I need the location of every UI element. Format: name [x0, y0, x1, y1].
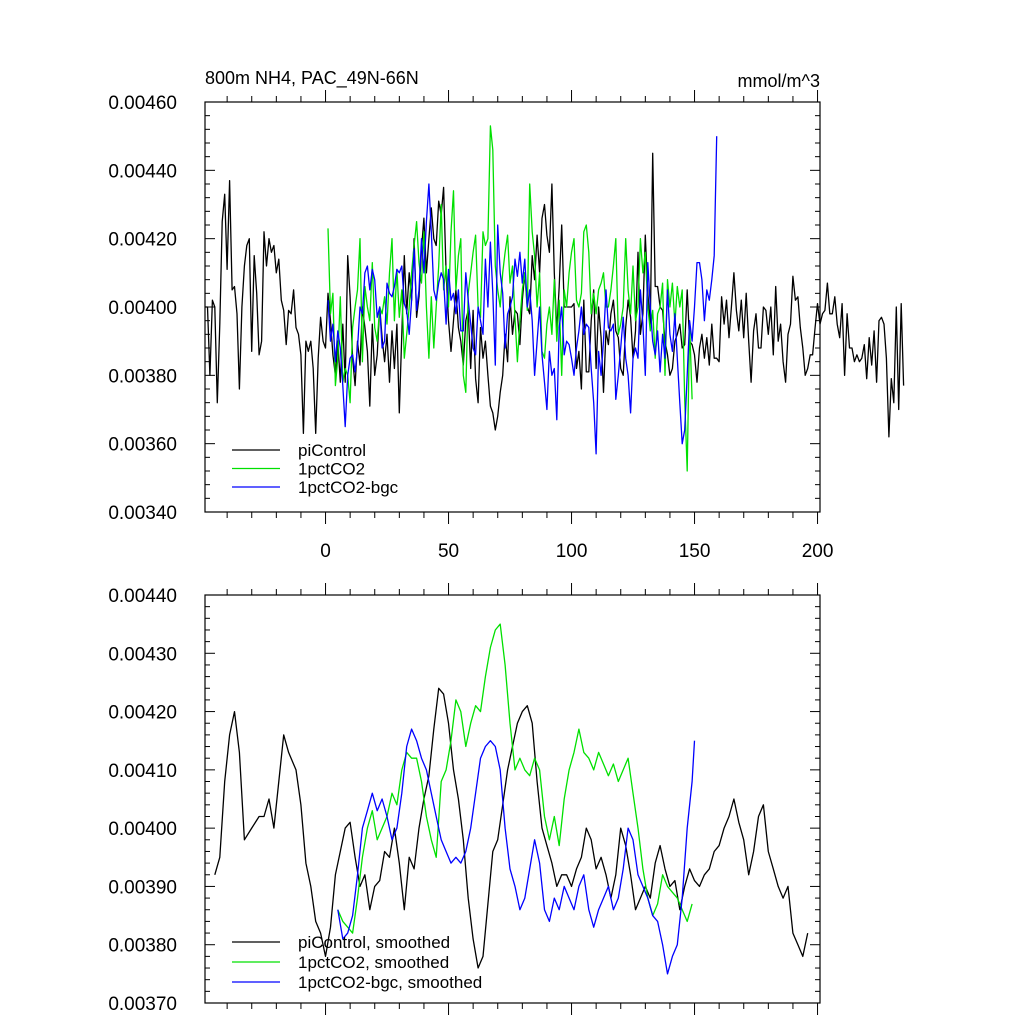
- legend-label: 1pctCO2-bgc, smoothed: [298, 973, 482, 992]
- top-panel-x-tick-labels: 0 50 100 150 200: [320, 541, 833, 562]
- top-panel-y-tick-labels: 0.00340 0.00360 0.00380 0.00400 0.00420 0.004…: [108, 93, 177, 524]
- y-tick-label: 0.00420: [108, 703, 177, 724]
- bottom-panel-frame: [204, 594, 821, 1004]
- x-tick-label: 0: [320, 541, 331, 562]
- y-tick-label: 0.00440: [108, 586, 177, 607]
- series-line-picontrol-smoothed: [214, 687, 809, 969]
- y-tick-label: 0.00420: [108, 230, 177, 251]
- legend-label: piControl: [298, 441, 366, 460]
- top-panel-units: mmol/m^3: [738, 71, 820, 91]
- x-tick-label: 50: [438, 541, 459, 562]
- legend-label: 1pctCO2-bgc: [298, 478, 399, 497]
- bottom-panel-series: [214, 623, 809, 975]
- y-tick-label: 0.00400: [108, 298, 177, 319]
- y-tick-label: 0.00410: [108, 761, 177, 782]
- y-tick-label: 0.00360: [108, 435, 177, 456]
- series-line-picontrol: [205, 152, 905, 438]
- y-tick-label: 0.00390: [108, 877, 177, 898]
- legend-label: 1pctCO2: [298, 460, 365, 479]
- y-tick-label: 0.00380: [108, 936, 177, 957]
- legend-label: piControl, smoothed: [298, 933, 450, 952]
- legend-label: 1pctCO2, smoothed: [298, 953, 449, 972]
- y-tick-label: 0.00340: [108, 503, 177, 524]
- top-panel-frame: [204, 101, 821, 513]
- y-tick-label: 0.00460: [108, 93, 177, 114]
- bottom-panel-y-tick-labels: 0.00370 0.00380 0.00390 0.00400 0.00410 0.004…: [108, 586, 177, 1015]
- top-panel-title: 800m NH4, PAC_49N-66N: [205, 68, 419, 89]
- y-tick-label: 0.00400: [108, 819, 177, 840]
- series-line-1pctco2-bgc: [327, 136, 718, 455]
- y-tick-label: 0.00440: [108, 161, 177, 182]
- series-line-1pctco2-bgc-smoothed: [337, 728, 696, 975]
- top-panel-series: [205, 125, 905, 472]
- bottom-panel: 0.00370 0.00380 0.00390 0.00400 0.00410 0.004…: [108, 583, 821, 1015]
- x-tick-label: 150: [679, 541, 711, 562]
- y-tick-label: 0.00380: [108, 366, 177, 387]
- y-tick-label: 0.00370: [108, 994, 177, 1015]
- top-panel: 800m NH4, PAC_49N-66N mmol/m^3 0.003400.…: [108, 68, 905, 562]
- series-line-1pctco2-smoothed: [337, 623, 693, 934]
- x-tick-label: 200: [802, 541, 834, 562]
- x-tick-label: 100: [556, 541, 588, 562]
- y-tick-label: 0.00430: [108, 644, 177, 665]
